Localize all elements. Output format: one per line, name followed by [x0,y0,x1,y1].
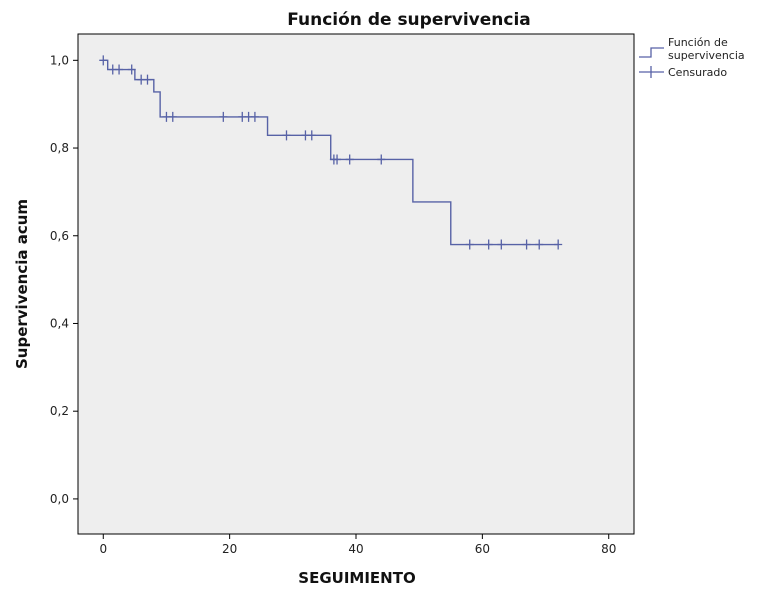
censored-marker [115,64,124,75]
x-axis-label: SEGUIMIENTO [298,569,415,587]
censored-marker [168,111,177,122]
censored-marker [99,55,108,66]
censored-marker [484,239,493,250]
y-tick-label: 0,2 [50,404,69,418]
plot-area [77,33,635,535]
censored-marker [307,130,316,141]
censored-marker [535,239,544,250]
y-axis-label: Supervivencia acum [13,199,31,369]
legend-censored-label: Censurado [668,66,727,79]
y-tick-label: 0,6 [50,229,69,243]
censored-marker [250,111,259,122]
censored-marker [345,154,354,165]
legend-survival-swatch [639,47,664,58]
censored-marker [377,154,386,165]
legend-survival-label: Función de supervivencia [668,36,745,62]
y-tick-label: 0,0 [50,492,69,506]
y-tick-label: 0,4 [50,316,69,330]
censored-marker [219,111,228,122]
legend-item-censored: Censurado [639,66,727,79]
y-tick-label: 0,8 [50,141,69,155]
x-tick-label: 80 [601,542,616,556]
censored-marker [282,130,291,141]
censored-marker [143,74,152,85]
x-tick-label: 20 [222,542,237,556]
x-tick-label: 40 [348,542,363,556]
censored-marker [465,239,474,250]
x-tick-label: 0 [99,542,107,556]
censored-marker [554,239,563,250]
censored-marker [127,64,136,75]
censored-marker [333,154,342,165]
censored-marker [522,239,531,250]
y-tick-label: 1,0 [50,53,69,67]
legend: Función de supervivencia Censurado [639,36,745,79]
legend-item-survival: Función de supervivencia [639,36,745,62]
chart-title: Función de supervivencia [287,10,531,30]
x-tick-label: 60 [475,542,490,556]
y-axis: 0,0 0,2 0,4 0,6 0,8 1,0 [50,53,78,506]
censored-marker [497,239,506,250]
series-layer [99,55,563,250]
x-axis: 0 20 40 60 80 [99,534,616,556]
legend-censored-swatch [639,66,664,78]
